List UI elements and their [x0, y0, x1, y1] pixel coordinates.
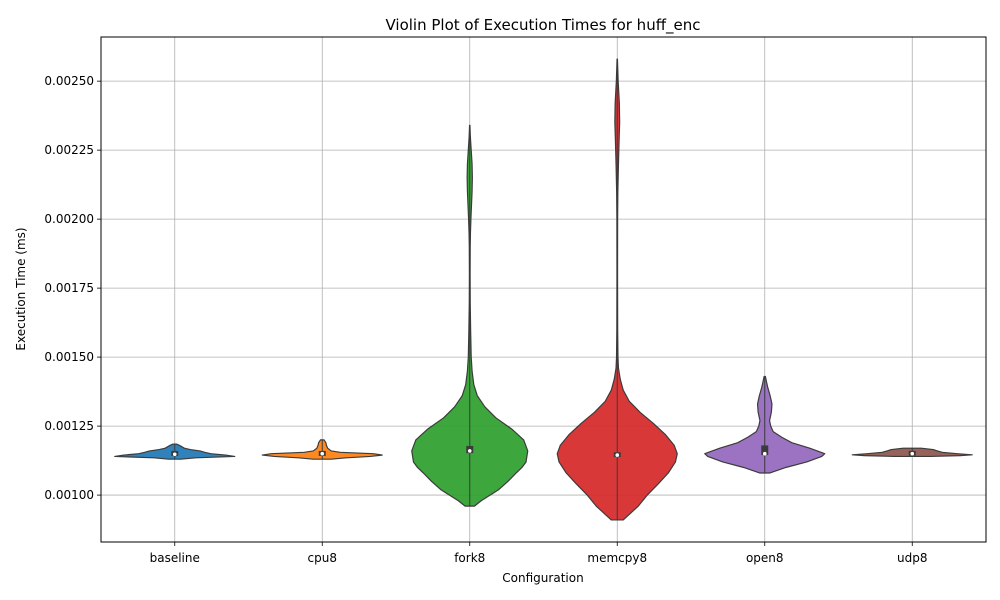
median-cpu8: [320, 451, 325, 456]
y-tick-label: 0.00175: [44, 281, 94, 295]
y-tick-label: 0.00150: [44, 350, 94, 364]
y-tick-label: 0.00100: [44, 488, 94, 502]
y-tick-label: 0.00225: [44, 143, 94, 157]
y-tick-label: 0.00125: [44, 419, 94, 433]
x-tick-label-memcpy8: memcpy8: [587, 551, 647, 565]
x-axis-label: Configuration: [502, 571, 583, 585]
x-tick-label-open8: open8: [746, 551, 784, 565]
chart-title: Violin Plot of Execution Times for huff_…: [385, 16, 700, 35]
median-udp8: [910, 451, 915, 456]
box-open8: [761, 445, 769, 456]
tick-layer: 0.00100 0.00125 0.00150 0.00175 0.00200 0.002…: [44, 74, 927, 565]
median-baseline: [172, 452, 177, 457]
y-tick-label: 0.00250: [44, 74, 94, 88]
plot-frame: [100, 36, 987, 543]
box-layer: [171, 59, 916, 520]
x-tick-label-baseline: baseline: [150, 551, 200, 565]
median-fork8: [467, 449, 472, 453]
y-tick-label: 0.00200: [44, 212, 94, 226]
median-memcpy8: [615, 453, 620, 457]
x-tick-label-cpu8: cpu8: [308, 551, 337, 565]
y-axis-label: Execution Time (ms): [14, 227, 28, 350]
x-tick-label-fork8: fork8: [454, 551, 485, 565]
median-open8: [762, 451, 767, 456]
x-tick-label-udp8: udp8: [897, 551, 927, 565]
